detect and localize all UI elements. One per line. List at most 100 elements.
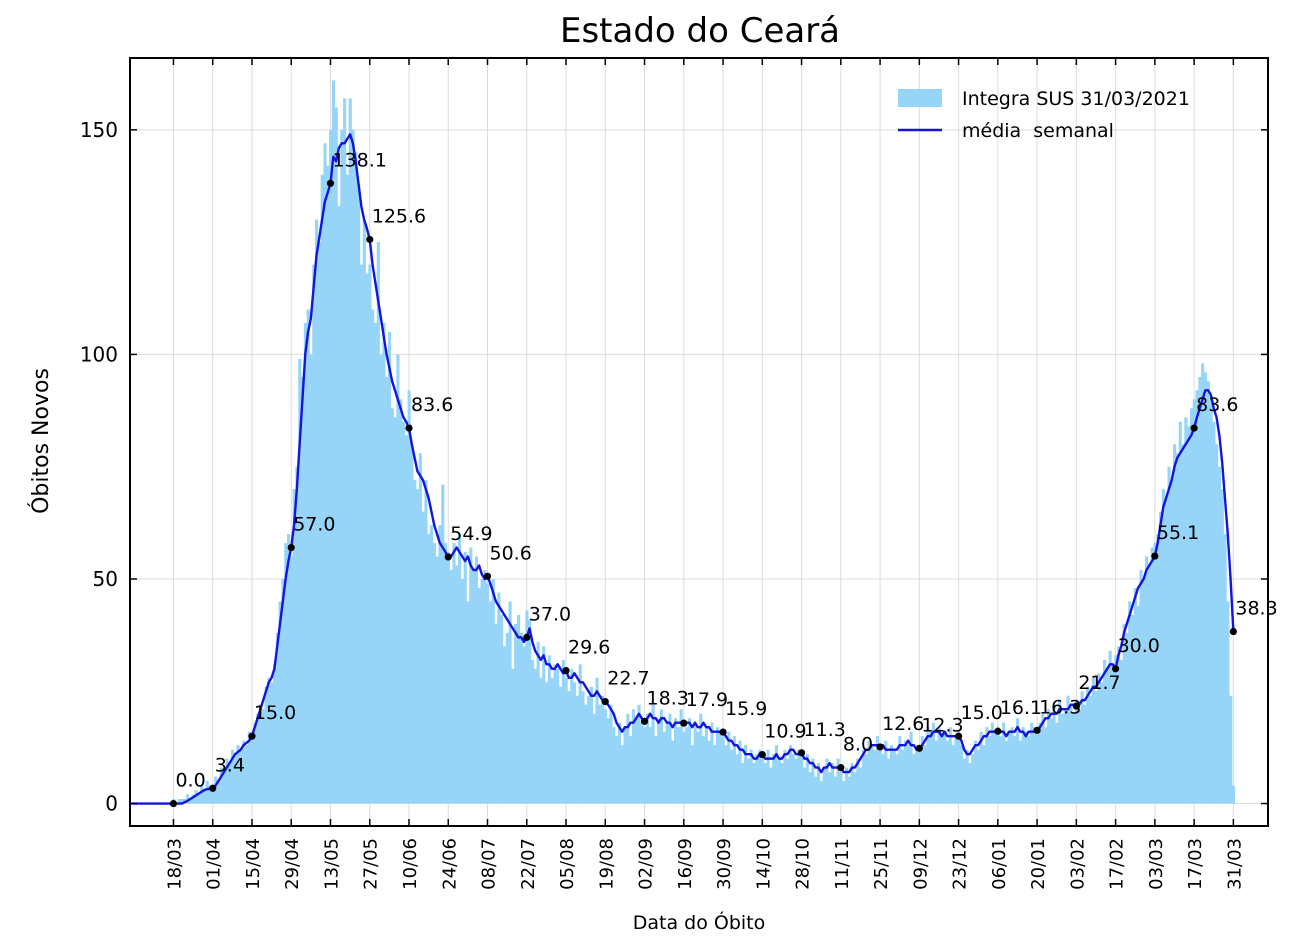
bar: [965, 749, 969, 804]
bar: [584, 704, 588, 804]
marker: [405, 424, 413, 432]
bar: [1027, 736, 1031, 804]
data-label: 12.3: [921, 714, 963, 736]
bar: [592, 713, 596, 804]
bar: [853, 772, 857, 804]
data-label: 11.3: [804, 719, 846, 741]
bar: [222, 772, 226, 804]
bar: [382, 322, 386, 804]
bar: [673, 718, 678, 804]
y-tick-label: 0: [105, 792, 118, 816]
bar: [1175, 453, 1179, 804]
bar: [441, 484, 445, 804]
bar: [1044, 727, 1048, 804]
bar: [312, 264, 316, 804]
bar: [948, 727, 952, 804]
bar: [578, 664, 582, 804]
bar: [225, 758, 229, 804]
bar: [968, 763, 972, 804]
marker: [797, 749, 806, 757]
bar: [651, 704, 655, 804]
bar: [1147, 565, 1151, 804]
bar: [671, 740, 675, 804]
bar: [1035, 731, 1039, 804]
bar: [943, 731, 947, 804]
bar: [194, 790, 198, 804]
bar: [438, 525, 442, 804]
bar: [606, 718, 610, 804]
data-label: 30.0: [1118, 635, 1160, 657]
bar: [881, 754, 885, 804]
bar: [258, 704, 263, 804]
bar: [659, 709, 664, 804]
marker: [1151, 552, 1159, 560]
bar: [859, 767, 863, 804]
bar: [931, 722, 936, 804]
bar: [1153, 543, 1157, 804]
bar: [474, 556, 478, 804]
bar: [1021, 727, 1025, 804]
x-tick-label: 27/05: [361, 838, 382, 890]
bar: [354, 152, 358, 804]
bar: [898, 736, 902, 804]
bar: [637, 704, 641, 804]
bar: [1002, 722, 1006, 804]
bar: [387, 331, 392, 804]
bar: [340, 129, 344, 804]
bar: [1209, 399, 1213, 804]
bar: [197, 794, 201, 804]
data-label: 57.0: [293, 514, 335, 536]
bar: [208, 785, 212, 804]
bar: [676, 727, 680, 804]
bar: [1145, 556, 1149, 804]
bar: [191, 794, 195, 804]
bar: [371, 309, 375, 804]
y-tick-label: 100: [80, 342, 118, 366]
bar: [1038, 722, 1042, 804]
bar: [1167, 466, 1171, 804]
bar: [247, 731, 251, 804]
bar: [1105, 668, 1109, 804]
bar: [301, 376, 305, 804]
bar: [359, 264, 364, 804]
bar: [1119, 659, 1123, 804]
data-labels: 0.0 3.4 15.0 57.0 138.1 125.6 83.6 54.950.6 37.0…: [169, 149, 1278, 808]
bar: [693, 722, 697, 804]
bar: [988, 736, 992, 804]
data-label: 15.0: [254, 702, 296, 724]
bar: [444, 543, 448, 804]
bar: [643, 727, 647, 804]
bar: [1004, 740, 1008, 804]
bar: [741, 763, 745, 804]
bar: [390, 408, 394, 804]
chart-title: Estado do Ceará: [560, 11, 840, 51]
bar: [631, 709, 636, 804]
bar: [542, 646, 546, 804]
bar: [1102, 659, 1107, 804]
bar: [598, 704, 602, 804]
bar: [752, 763, 756, 804]
bar: [581, 691, 585, 804]
bar: [292, 489, 296, 804]
bar: [903, 740, 908, 804]
bar: [873, 749, 877, 804]
bar: [814, 776, 818, 804]
bar: [511, 668, 515, 804]
bar: [979, 731, 983, 804]
bar: [379, 354, 383, 804]
bar: [870, 745, 874, 804]
bar: [1030, 722, 1034, 804]
marker: [719, 728, 727, 736]
data-label: 50.6: [490, 542, 532, 564]
x-tick-label: 09/12: [910, 838, 931, 890]
marker: [601, 697, 609, 706]
bar: [1083, 704, 1087, 804]
bar: [547, 655, 551, 804]
bar: [253, 722, 257, 804]
plot-frame: [129, 57, 1269, 827]
bar: [500, 614, 504, 804]
bar: [1161, 489, 1165, 804]
bar: [525, 610, 529, 804]
bar: [917, 745, 922, 804]
bar: [1046, 709, 1051, 804]
